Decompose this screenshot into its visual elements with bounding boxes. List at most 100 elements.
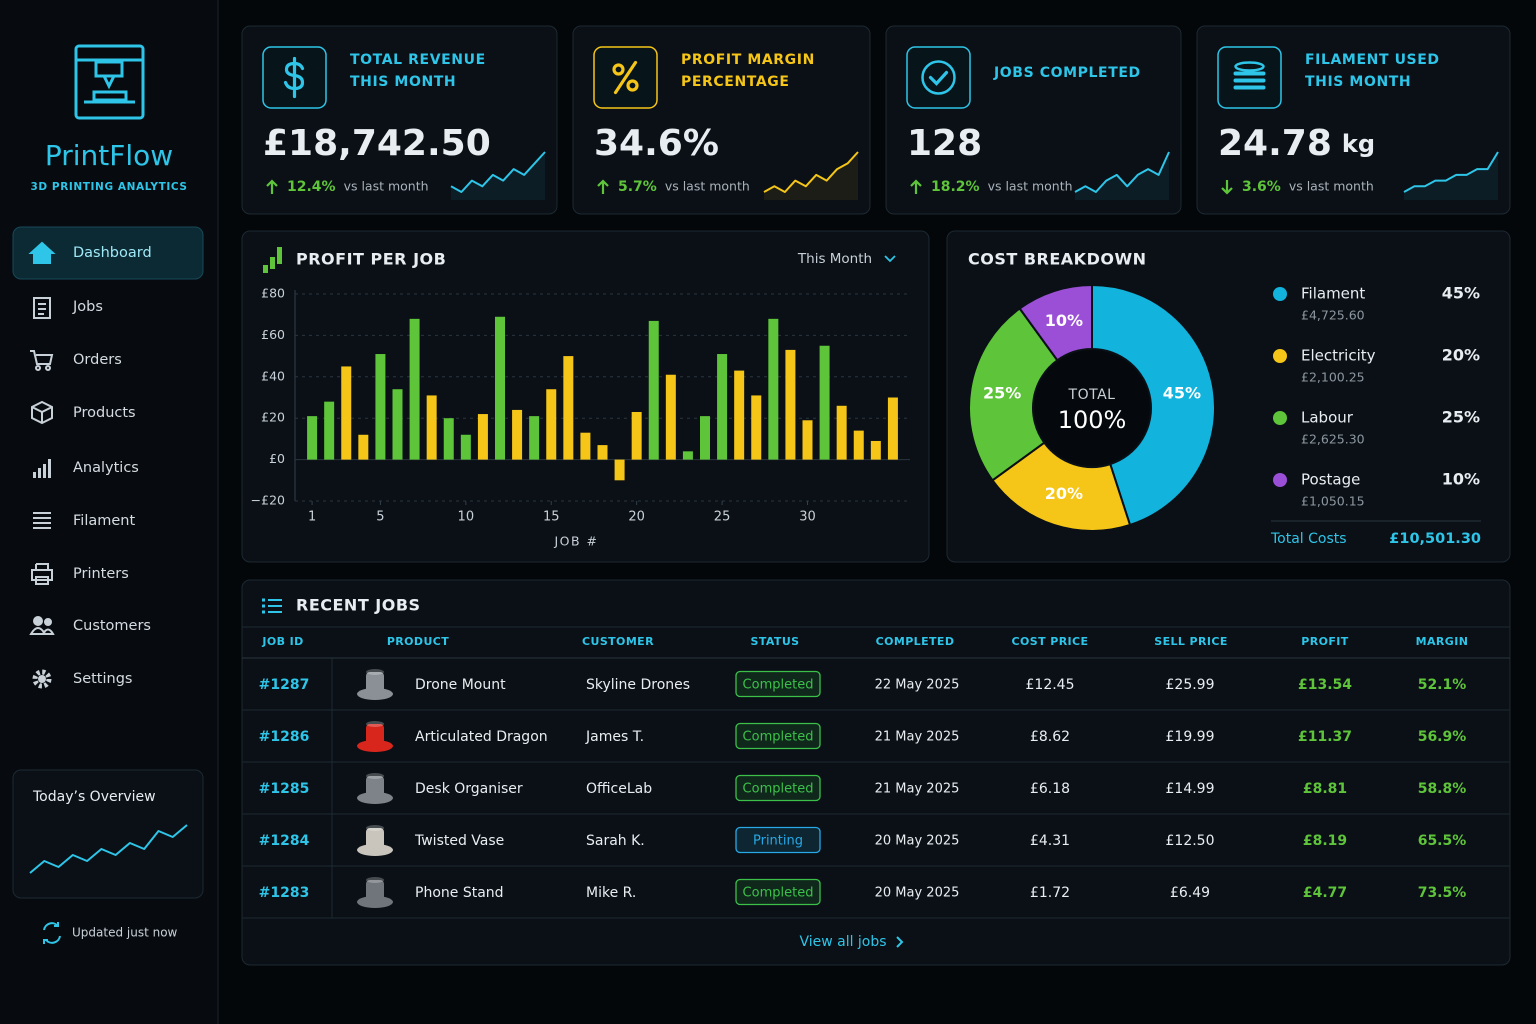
- x-tick-label: 20: [628, 510, 645, 525]
- link-chevron: [896, 936, 904, 948]
- legend-amount: £2,625.30: [1301, 432, 1365, 447]
- legend-percent: 20%: [1442, 346, 1480, 365]
- icon-part: [44, 618, 52, 626]
- icon-part: [32, 669, 52, 689]
- icon-part: [33, 297, 51, 319]
- donut-slice: [1091, 283, 1216, 527]
- nav-icon: [33, 297, 51, 319]
- bar: [887, 397, 898, 460]
- table-cell: 58.8%: [1418, 781, 1467, 797]
- kpi-value: 34.6%: [594, 123, 719, 164]
- column-header: CUSTOMER: [582, 635, 654, 648]
- chart-icon: [263, 265, 268, 273]
- slice-label: 25%: [983, 383, 1021, 402]
- table-cell: £1.72: [1030, 885, 1070, 901]
- slice-label: 45%: [1163, 383, 1201, 402]
- nav-item[interactable]: Analytics: [73, 460, 139, 476]
- sparkline-area: [764, 152, 858, 200]
- donut-hole: [1034, 350, 1150, 466]
- list-icon: [262, 610, 265, 614]
- table-cell: £19.99: [1166, 729, 1215, 745]
- table-cell: Skyline Drones: [586, 677, 690, 693]
- kpi-compare: vs last month: [1289, 179, 1374, 194]
- list-icon: [262, 604, 265, 608]
- nav-item[interactable]: Products: [73, 405, 136, 421]
- legend-dot: [1273, 411, 1287, 425]
- icon-part: [33, 512, 51, 529]
- period-dropdown[interactable]: This Month: [797, 251, 872, 267]
- bar: [631, 411, 642, 460]
- icon-part: [30, 350, 54, 365]
- kpi-title: JOBS COMPLETED: [993, 65, 1141, 81]
- sparkline-area: [1404, 152, 1498, 200]
- total-value: £10,501.30: [1389, 531, 1481, 547]
- brand: PrintFlow: [45, 139, 173, 172]
- nav-active[interactable]: [12, 226, 204, 280]
- x-tick-label: 1: [308, 510, 316, 525]
- x-tick-label: 10: [458, 510, 475, 525]
- nav-icon: [32, 669, 52, 689]
- table-cell: #1287: [259, 677, 310, 693]
- table-cell: James T.: [585, 729, 644, 745]
- kpi-value-number: 34.6%: [594, 123, 719, 164]
- column-header: STATUS: [751, 635, 800, 648]
- chart-title: COST BREAKDOWN: [968, 250, 1147, 269]
- table-cell: Twisted Vase: [414, 833, 504, 849]
- slice-label: 10%: [1045, 311, 1083, 330]
- bar: [665, 374, 676, 460]
- kpi-icon: [1233, 61, 1266, 90]
- bar: [802, 420, 813, 460]
- bar: [443, 418, 454, 460]
- icon-part: [38, 468, 41, 478]
- table-cell: 56.9%: [1418, 729, 1467, 745]
- nav-item[interactable]: Jobs: [72, 299, 103, 315]
- nav-item[interactable]: Dashboard: [73, 245, 152, 261]
- kpi-icon-box: [906, 46, 971, 109]
- thumb-part: [366, 773, 384, 779]
- bar: [768, 318, 779, 460]
- column-header: JOB ID: [261, 635, 303, 648]
- tagline: 3D PRINTING ANALYTICS: [30, 181, 187, 193]
- kpi-change: 5.7%: [618, 179, 657, 195]
- icon-part: [1233, 71, 1266, 90]
- logo-icon: [74, 44, 145, 120]
- nav-item[interactable]: Printers: [73, 566, 129, 582]
- table-cell: 21 May 2025: [875, 782, 960, 797]
- nav-item[interactable]: Filament: [73, 513, 135, 529]
- icon-part: [48, 459, 51, 478]
- bar: [734, 370, 745, 460]
- kpi-value: 128: [907, 123, 982, 164]
- bar: [375, 354, 386, 460]
- donut-slice: [968, 307, 1059, 482]
- center-label: TOTAL: [1068, 387, 1116, 403]
- status-pill: [735, 878, 821, 906]
- table-cell: 52.1%: [1418, 677, 1467, 693]
- legend-dot: [1273, 473, 1287, 487]
- column-header: COST PRICE: [1012, 635, 1089, 648]
- bar: [358, 434, 369, 460]
- x-tick-label: 5: [376, 510, 384, 525]
- trend-arrow: [910, 179, 922, 194]
- kpi-value-number: 24.78: [1218, 123, 1332, 164]
- bar: [751, 395, 762, 460]
- sparkline: [1074, 151, 1170, 193]
- kpi-compare: vs last month: [988, 179, 1073, 194]
- product-thumbnail: [357, 721, 393, 752]
- legend-percent: 25%: [1442, 408, 1480, 427]
- x-axis-label: JOB #: [553, 534, 598, 549]
- nav-icon: [33, 512, 51, 529]
- view-all-link[interactable]: View all jobs: [799, 934, 886, 950]
- kpi-icon: [283, 56, 305, 99]
- table-cell: #1284: [259, 833, 310, 849]
- table-cell: Phone Stand: [415, 885, 504, 901]
- kpi-icon: [612, 60, 639, 95]
- table-cell: #1286: [259, 729, 310, 745]
- nav-item[interactable]: Customers: [73, 618, 151, 634]
- nav-item[interactable]: Settings: [73, 671, 132, 687]
- table-cell: Completed: [743, 730, 814, 745]
- bar: [717, 354, 728, 460]
- table-cell: #1285: [259, 781, 310, 797]
- nav-item[interactable]: Orders: [73, 352, 122, 368]
- table-cell: 20 May 2025: [875, 834, 960, 849]
- icon-part: [29, 627, 55, 635]
